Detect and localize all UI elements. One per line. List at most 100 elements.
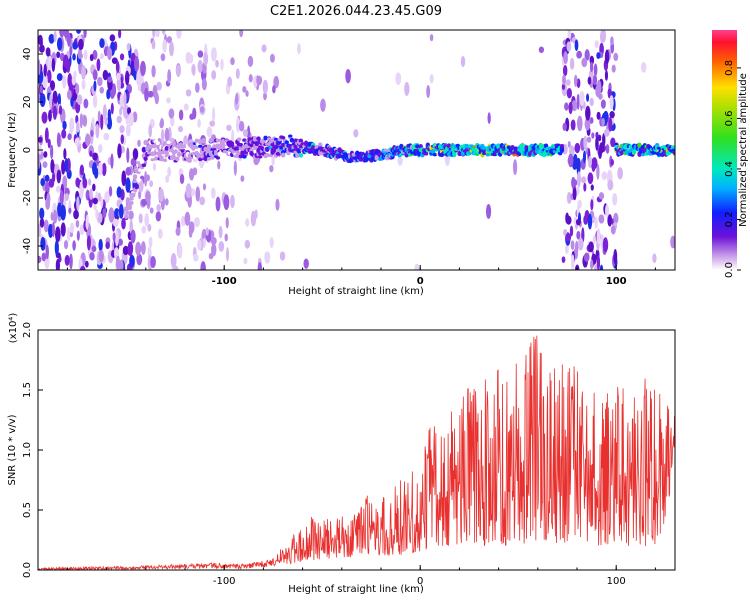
noise-blob xyxy=(429,73,434,84)
noise-blob xyxy=(600,99,606,109)
noise-blob xyxy=(247,55,254,67)
noise-blob xyxy=(138,213,143,224)
noise-blob xyxy=(565,232,572,242)
noise-blob xyxy=(54,239,59,256)
noise-blob xyxy=(144,171,148,187)
ridge-point xyxy=(206,144,212,149)
noise-blob xyxy=(191,63,196,76)
spectrogram-noise xyxy=(38,30,675,270)
noise-blob xyxy=(167,166,172,177)
noise-blob xyxy=(670,235,675,249)
noise-blob xyxy=(51,221,55,238)
ridge-point xyxy=(284,140,289,145)
noise-blob xyxy=(404,81,410,96)
noise-blob xyxy=(429,34,434,42)
noise-blob xyxy=(102,104,107,121)
noise-blob xyxy=(72,53,76,61)
noise-blob xyxy=(47,138,51,149)
ridge-point xyxy=(279,145,284,150)
noise-blob xyxy=(238,120,245,132)
noise-blob xyxy=(98,249,104,263)
noise-blob xyxy=(576,93,580,110)
noise-blob xyxy=(127,241,134,257)
noise-blob xyxy=(114,230,119,247)
ridge-point xyxy=(298,152,304,158)
noise-blob xyxy=(89,188,93,201)
noise-blob xyxy=(168,108,175,119)
noise-blob xyxy=(594,216,598,229)
noise-blob xyxy=(156,204,161,212)
noise-blob xyxy=(40,178,45,187)
noise-blob xyxy=(137,139,141,147)
noise-blob xyxy=(79,164,85,176)
ridge-point xyxy=(275,151,281,156)
noise-blob xyxy=(151,65,156,78)
ridge-point xyxy=(208,137,214,143)
noise-blob xyxy=(589,117,594,124)
noise-blob xyxy=(69,253,73,270)
noise-blob xyxy=(50,144,54,159)
noise-blob xyxy=(119,107,123,116)
noise-blob xyxy=(122,245,129,256)
noise-blob xyxy=(613,249,618,265)
noise-blob xyxy=(263,91,267,101)
ridge-point xyxy=(265,152,270,158)
noise-blob xyxy=(123,91,127,107)
colorbar-tick-label: 0.4 xyxy=(724,161,735,177)
noise-blob xyxy=(52,105,58,120)
colorbar-tick-label: 0.0 xyxy=(724,262,735,278)
ridge-point xyxy=(162,158,168,163)
noise-blob xyxy=(170,116,175,127)
noise-blob xyxy=(157,228,163,239)
noise-blob xyxy=(68,207,72,214)
snr-y-ticks: 0.0 0.5 1.0 1.5 2.0 xyxy=(22,322,43,578)
noise-blob xyxy=(610,137,616,148)
noise-blob xyxy=(205,227,209,236)
noise-blob xyxy=(43,63,47,77)
noise-blob xyxy=(240,175,245,182)
y-tick-label: -20 xyxy=(22,190,33,206)
noise-blob xyxy=(148,123,153,138)
noise-blob xyxy=(76,196,80,211)
noise-blob xyxy=(193,253,199,262)
noise-blob xyxy=(248,74,253,83)
noise-blob xyxy=(100,196,104,208)
noise-blob xyxy=(247,125,251,139)
ridge-point xyxy=(236,137,242,142)
noise-blob xyxy=(92,162,97,176)
noise-blob xyxy=(585,105,591,121)
noise-blob xyxy=(135,241,142,256)
noise-blob xyxy=(201,228,207,243)
noise-blob xyxy=(149,207,154,214)
noise-blob xyxy=(86,229,91,236)
noise-blob xyxy=(270,53,275,63)
noise-blob xyxy=(63,148,67,160)
noise-blob xyxy=(66,226,71,242)
noise-blob xyxy=(151,40,156,50)
noise-blob xyxy=(79,113,83,129)
noise-blob xyxy=(124,70,130,86)
x-tick-label: 0 xyxy=(417,576,423,587)
ridge-point xyxy=(485,152,491,157)
colorbar-ticks: 0.0 0.2 0.4 0.6 0.8 xyxy=(724,60,741,278)
noise-blob xyxy=(180,215,186,227)
noise-blob xyxy=(591,157,598,170)
noise-blob xyxy=(57,202,63,217)
noise-blob xyxy=(78,257,83,270)
noise-blob xyxy=(100,114,104,130)
noise-blob xyxy=(590,184,594,191)
noise-blob xyxy=(69,45,73,56)
noise-blob xyxy=(609,111,615,119)
ridge-point xyxy=(182,144,187,149)
noise-blob xyxy=(89,53,94,62)
ridge-point xyxy=(210,153,215,159)
noise-blob xyxy=(97,162,103,176)
ridge-point xyxy=(298,138,304,143)
noise-blob xyxy=(598,214,605,224)
ridge-point xyxy=(273,137,279,141)
noise-blob xyxy=(93,203,97,211)
noise-blob xyxy=(48,109,52,122)
ridge-point xyxy=(146,151,152,155)
noise-blob xyxy=(583,135,588,150)
noise-blob xyxy=(569,225,574,237)
